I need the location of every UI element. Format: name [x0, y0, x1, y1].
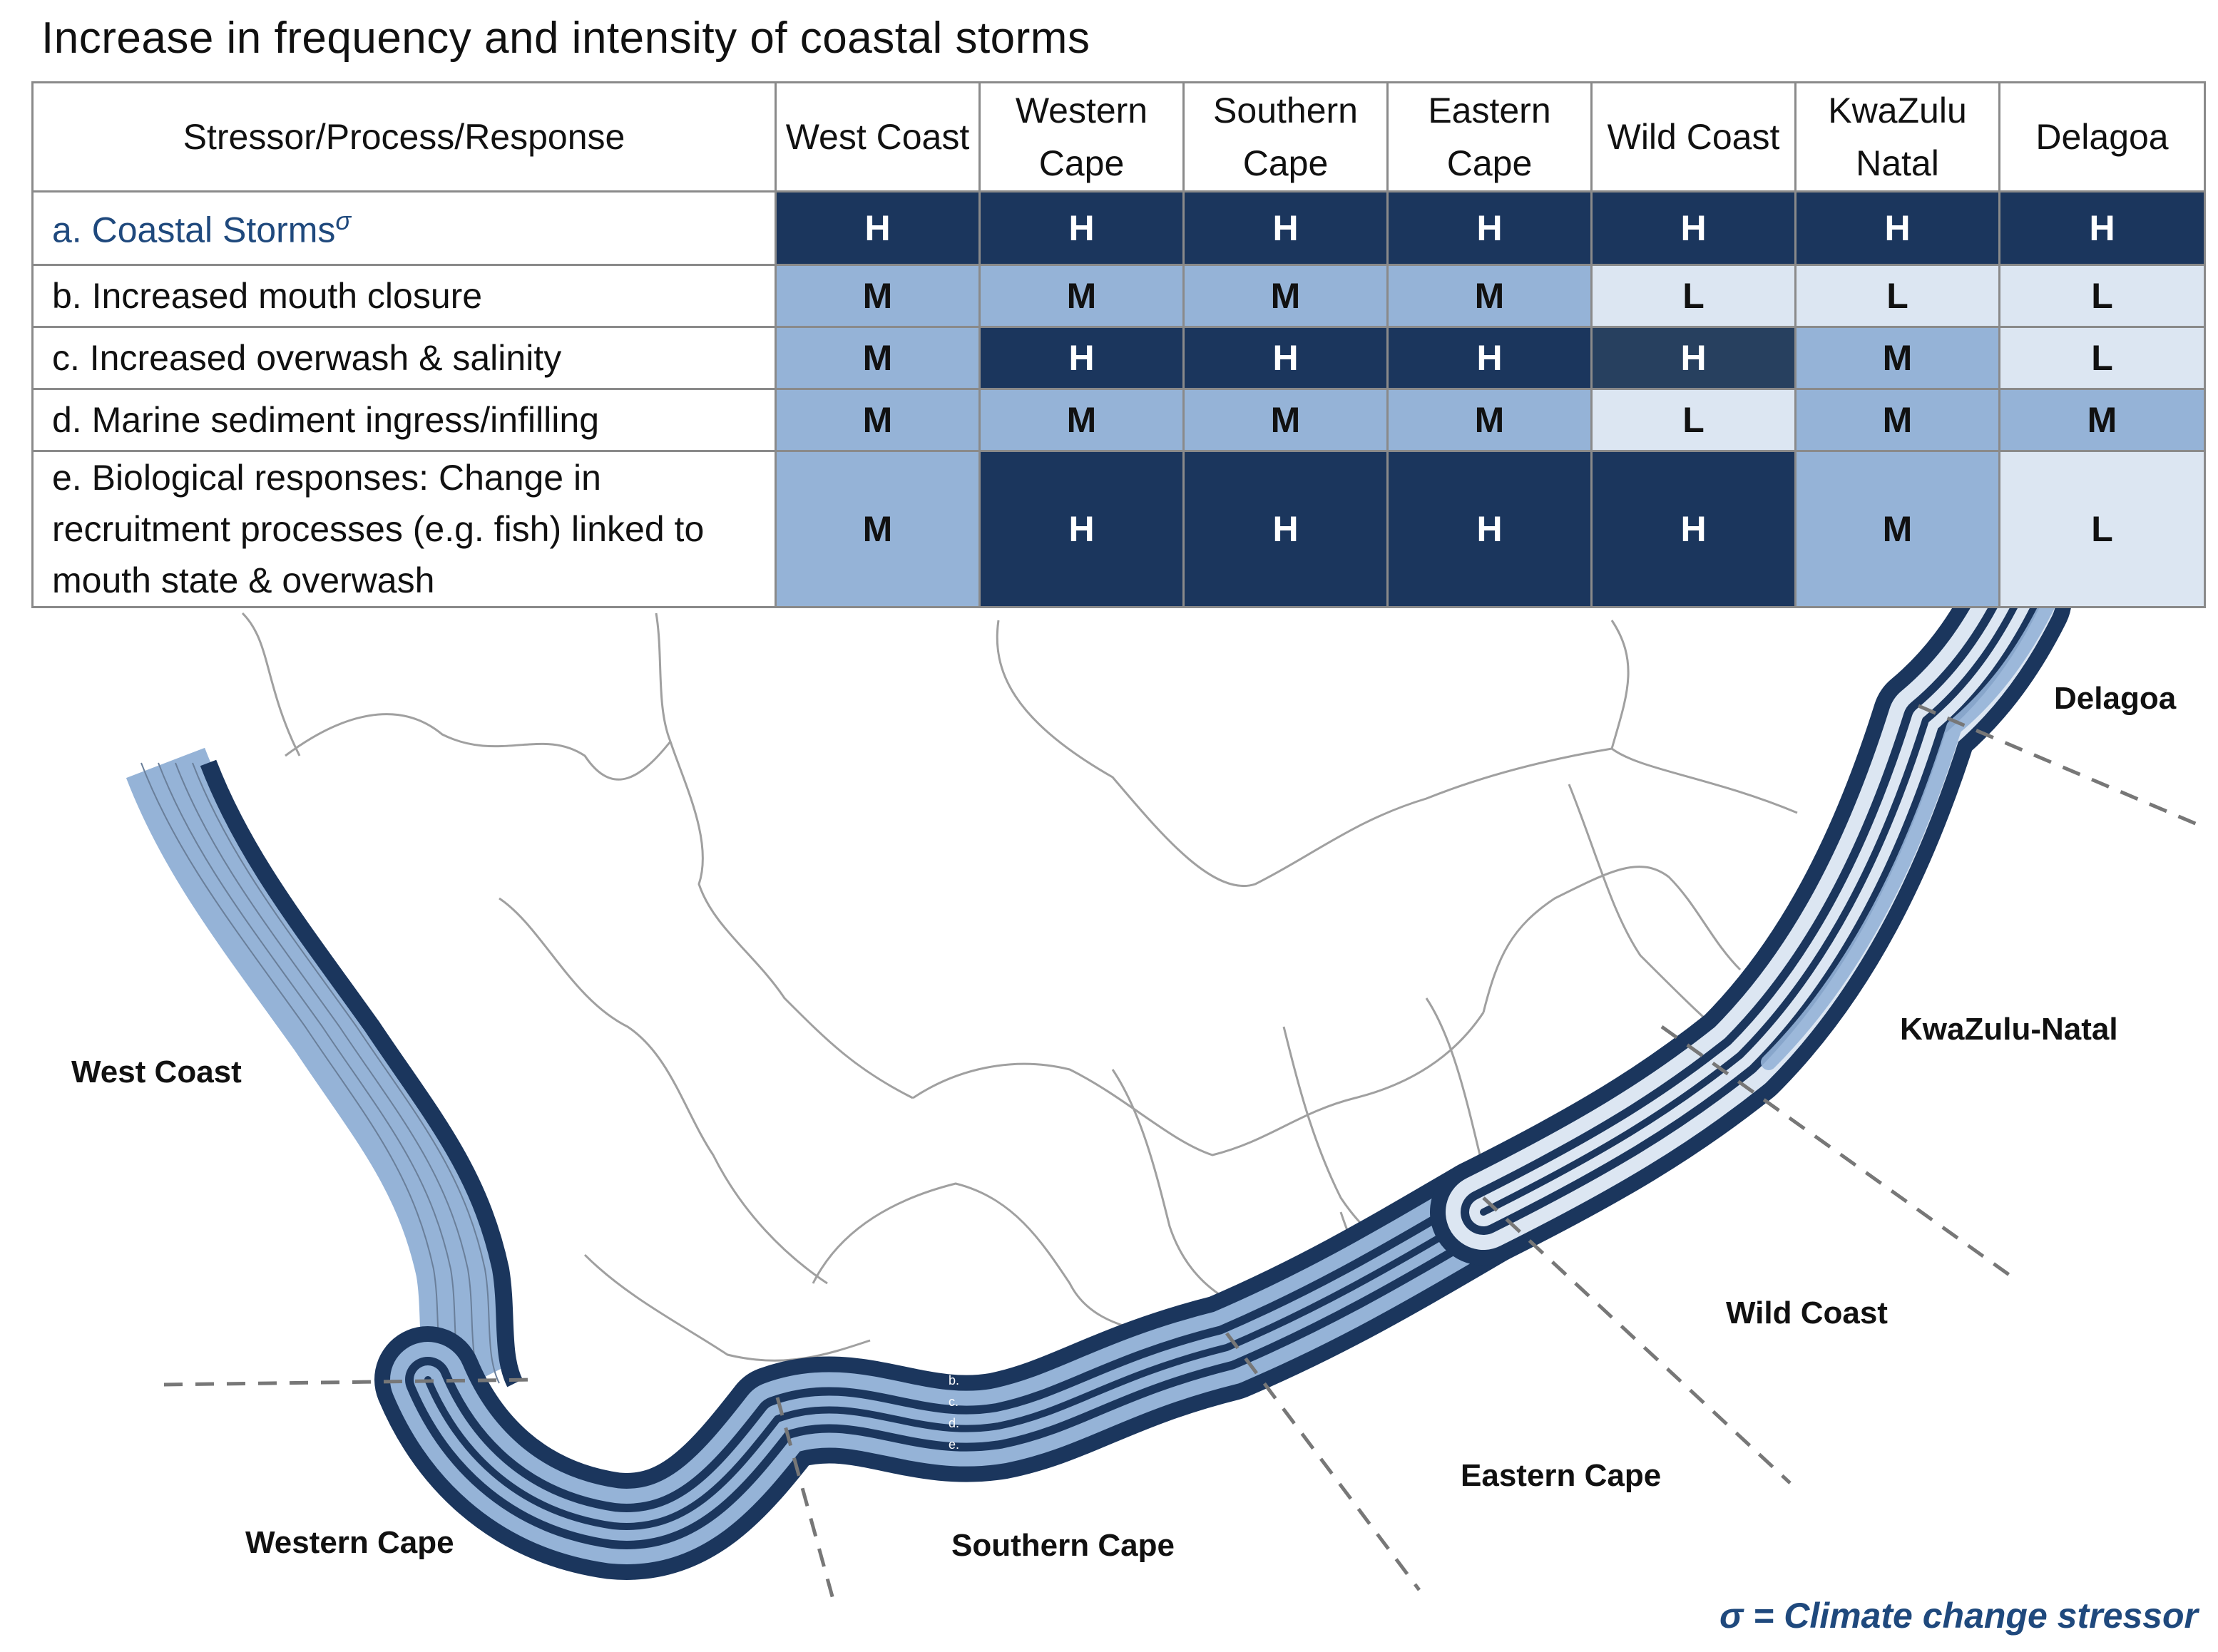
- row-label: d. Marine sediment ingress/infilling: [31, 388, 777, 452]
- label-wild-coast: Wild Coast: [1726, 1296, 1888, 1330]
- label-delagoa: Delagoa: [2054, 681, 2177, 716]
- level-cell: H: [1386, 326, 1593, 390]
- level-cell: H: [1182, 450, 1389, 608]
- row-label: e. Biological responses: Change in recru…: [31, 450, 777, 608]
- row-label-text: a. Coastal Storms: [52, 210, 336, 250]
- label-kwazulu-natal: KwaZulu-Natal: [1900, 1012, 2118, 1047]
- level-cell: L: [1590, 388, 1797, 452]
- level-cell: H: [1590, 450, 1797, 608]
- level-cell: M: [775, 388, 981, 452]
- label-western-cape: Western Cape: [245, 1525, 454, 1560]
- level-cell: H: [978, 326, 1185, 390]
- band-letters: a. b. c. d. e.: [949, 1352, 959, 1452]
- row-label: a. Coastal Stormsσ: [31, 190, 777, 266]
- level-cell: L: [1998, 450, 2206, 608]
- header-stressor: Stressor/Process/Response: [31, 81, 777, 193]
- footnote-legend: σ = Climate change stressor: [1719, 1596, 2198, 1636]
- band-south-coast: [374, 1159, 1537, 1580]
- band-letter-b: b.: [949, 1373, 959, 1387]
- page-title: Increase in frequency and intensity of c…: [41, 14, 1090, 63]
- level-cell: H: [1998, 190, 2206, 266]
- header-region: Southern Cape: [1182, 81, 1389, 193]
- level-cell: L: [1590, 264, 1797, 328]
- level-cell: H: [1794, 190, 2000, 266]
- level-cell: H: [1386, 450, 1593, 608]
- header-region: Wild Coast: [1590, 81, 1797, 193]
- header-region: Western Cape: [978, 81, 1185, 193]
- header-region: West Coast: [775, 81, 981, 193]
- level-cell: H: [775, 190, 981, 266]
- label-west-coast: West Coast: [71, 1055, 242, 1089]
- table-row: b. Increased mouth closure M M M M L L L: [31, 264, 2206, 328]
- table-header-row: Stressor/Process/Response West Coast Wes…: [31, 81, 2206, 193]
- level-cell: H: [978, 190, 1185, 266]
- province-boundaries: [241, 612, 1798, 1362]
- header-region: Eastern Cape: [1386, 81, 1593, 193]
- level-cell: H: [978, 450, 1185, 608]
- band-letter-c: c.: [949, 1395, 959, 1409]
- level-cell: L: [1998, 264, 2206, 328]
- level-cell: M: [978, 388, 1185, 452]
- header-region: Delagoa: [1998, 81, 2206, 193]
- region-separators: [163, 704, 2204, 1605]
- row-label: c. Increased overwash & salinity: [31, 326, 777, 390]
- label-eastern-cape: Eastern Cape: [1461, 1458, 1661, 1493]
- level-cell: H: [1590, 326, 1797, 390]
- label-southern-cape: Southern Cape: [951, 1528, 1175, 1563]
- level-cell: H: [1182, 190, 1389, 266]
- level-cell: M: [1794, 450, 2000, 608]
- level-cell: M: [1794, 388, 2000, 452]
- band-east-coast: [1430, 545, 2072, 1266]
- level-cell: M: [1182, 264, 1389, 328]
- sigma-mark: σ: [335, 205, 352, 235]
- level-cell: M: [1998, 388, 2206, 452]
- level-cell: M: [1386, 388, 1593, 452]
- band-letter-a: a.: [949, 1352, 959, 1366]
- table-row: e. Biological responses: Change in recru…: [31, 450, 2206, 608]
- level-cell: H: [1590, 190, 1797, 266]
- table-row: c. Increased overwash & salinity M H H H…: [31, 326, 2206, 390]
- level-cell: M: [1794, 326, 2000, 390]
- band-letter-d: d.: [949, 1416, 959, 1430]
- level-cell: H: [1386, 190, 1593, 266]
- header-region: KwaZulu Natal: [1794, 81, 2000, 193]
- band-letter-e: e.: [949, 1437, 959, 1452]
- level-cell: M: [775, 326, 981, 390]
- level-cell: L: [1794, 264, 2000, 328]
- level-cell: M: [978, 264, 1185, 328]
- stressor-matrix: Stressor/Process/Response West Coast Wes…: [31, 81, 2206, 608]
- row-label: b. Increased mouth closure: [31, 264, 777, 328]
- level-cell: M: [775, 450, 981, 608]
- table-row: a. Coastal Stormsσ H H H H H H H: [31, 190, 2206, 266]
- level-cell: M: [775, 264, 981, 328]
- level-cell: M: [1386, 264, 1593, 328]
- level-cell: M: [1182, 388, 1389, 452]
- level-cell: H: [1182, 326, 1389, 390]
- level-cell: L: [1998, 326, 2206, 390]
- table-row: d. Marine sediment ingress/infilling M M…: [31, 388, 2206, 452]
